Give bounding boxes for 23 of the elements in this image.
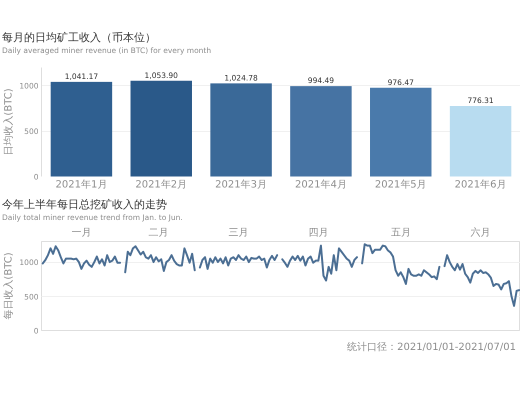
bar bbox=[290, 86, 352, 176]
y-axis-title: 每日收入(BTC) bbox=[2, 252, 14, 320]
x-tick-label: 一月 bbox=[71, 228, 92, 238]
x-tick-label: 2021年2月 bbox=[135, 178, 188, 190]
x-tick-label: 三月 bbox=[228, 228, 249, 238]
x-tick-label: 2021年1月 bbox=[56, 178, 108, 190]
chart-title: 今年上半年每日总挖矿收入的走势 bbox=[2, 198, 168, 212]
bar bbox=[210, 83, 272, 176]
x-tick-label: 四月 bbox=[308, 228, 328, 238]
chart-title: 每月的日均矿工收入（币本位） bbox=[2, 31, 157, 45]
x-tick-label: 二月 bbox=[148, 228, 169, 238]
x-tick-label: 2021年6月 bbox=[454, 178, 506, 190]
bar bbox=[370, 88, 432, 176]
y-axis-title: 日均收入(BTC) bbox=[2, 88, 14, 156]
x-tick-label: 六月 bbox=[470, 226, 491, 238]
bar bbox=[130, 80, 192, 176]
x-tick-label: 2021年5月 bbox=[374, 178, 427, 190]
text: 统计口径：2021/01/01-2021/07/01 bbox=[347, 341, 516, 355]
bar bbox=[50, 82, 112, 176]
x-tick-label: 2021年4月 bbox=[295, 178, 347, 190]
x-tick-label: 五月 bbox=[390, 228, 411, 238]
x-tick-label: 2021年3月 bbox=[215, 178, 267, 190]
bar bbox=[450, 106, 512, 176]
